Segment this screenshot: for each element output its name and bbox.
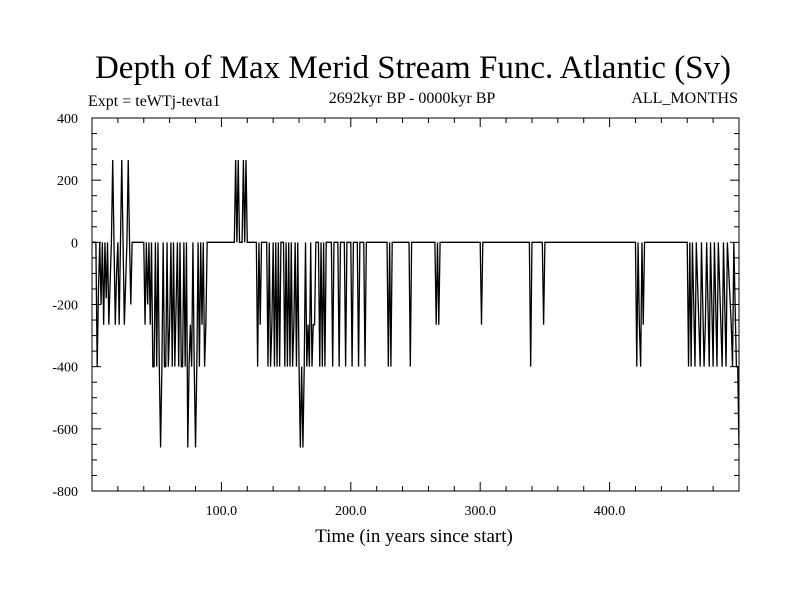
series-line <box>92 159 740 448</box>
y-tick-label: 0 <box>71 236 78 251</box>
chart-subtitle-left: Expt = teWTj-tevta1 <box>88 93 221 110</box>
y-tick-label: 400 <box>57 112 78 127</box>
chart-subtitle-center: 2692kyr BP - 0000kyr BP <box>329 90 496 107</box>
x-tick-label: 200.0 <box>335 504 367 519</box>
chart-title: Depth of Max Merid Stream Func. Atlantic… <box>95 50 731 86</box>
y-tick-label: -400 <box>52 361 78 376</box>
y-tick-label: -800 <box>52 485 78 500</box>
chart-subtitle-right: ALL_MONTHS <box>631 90 738 107</box>
y-tick-label: -600 <box>52 423 78 438</box>
plot-area: 400 200 0 -200 -400 -600 -800 100.0 200.0 300.0 40… <box>52 112 740 519</box>
x-tick-label: 400.0 <box>594 504 626 519</box>
y-tick-label: -200 <box>52 299 78 314</box>
x-tick-label: 100.0 <box>206 504 238 519</box>
x-axis-label: Time (in years since start) <box>315 526 513 547</box>
y-tick-label: 200 <box>57 174 78 189</box>
x-tick-label: 300.0 <box>464 504 496 519</box>
